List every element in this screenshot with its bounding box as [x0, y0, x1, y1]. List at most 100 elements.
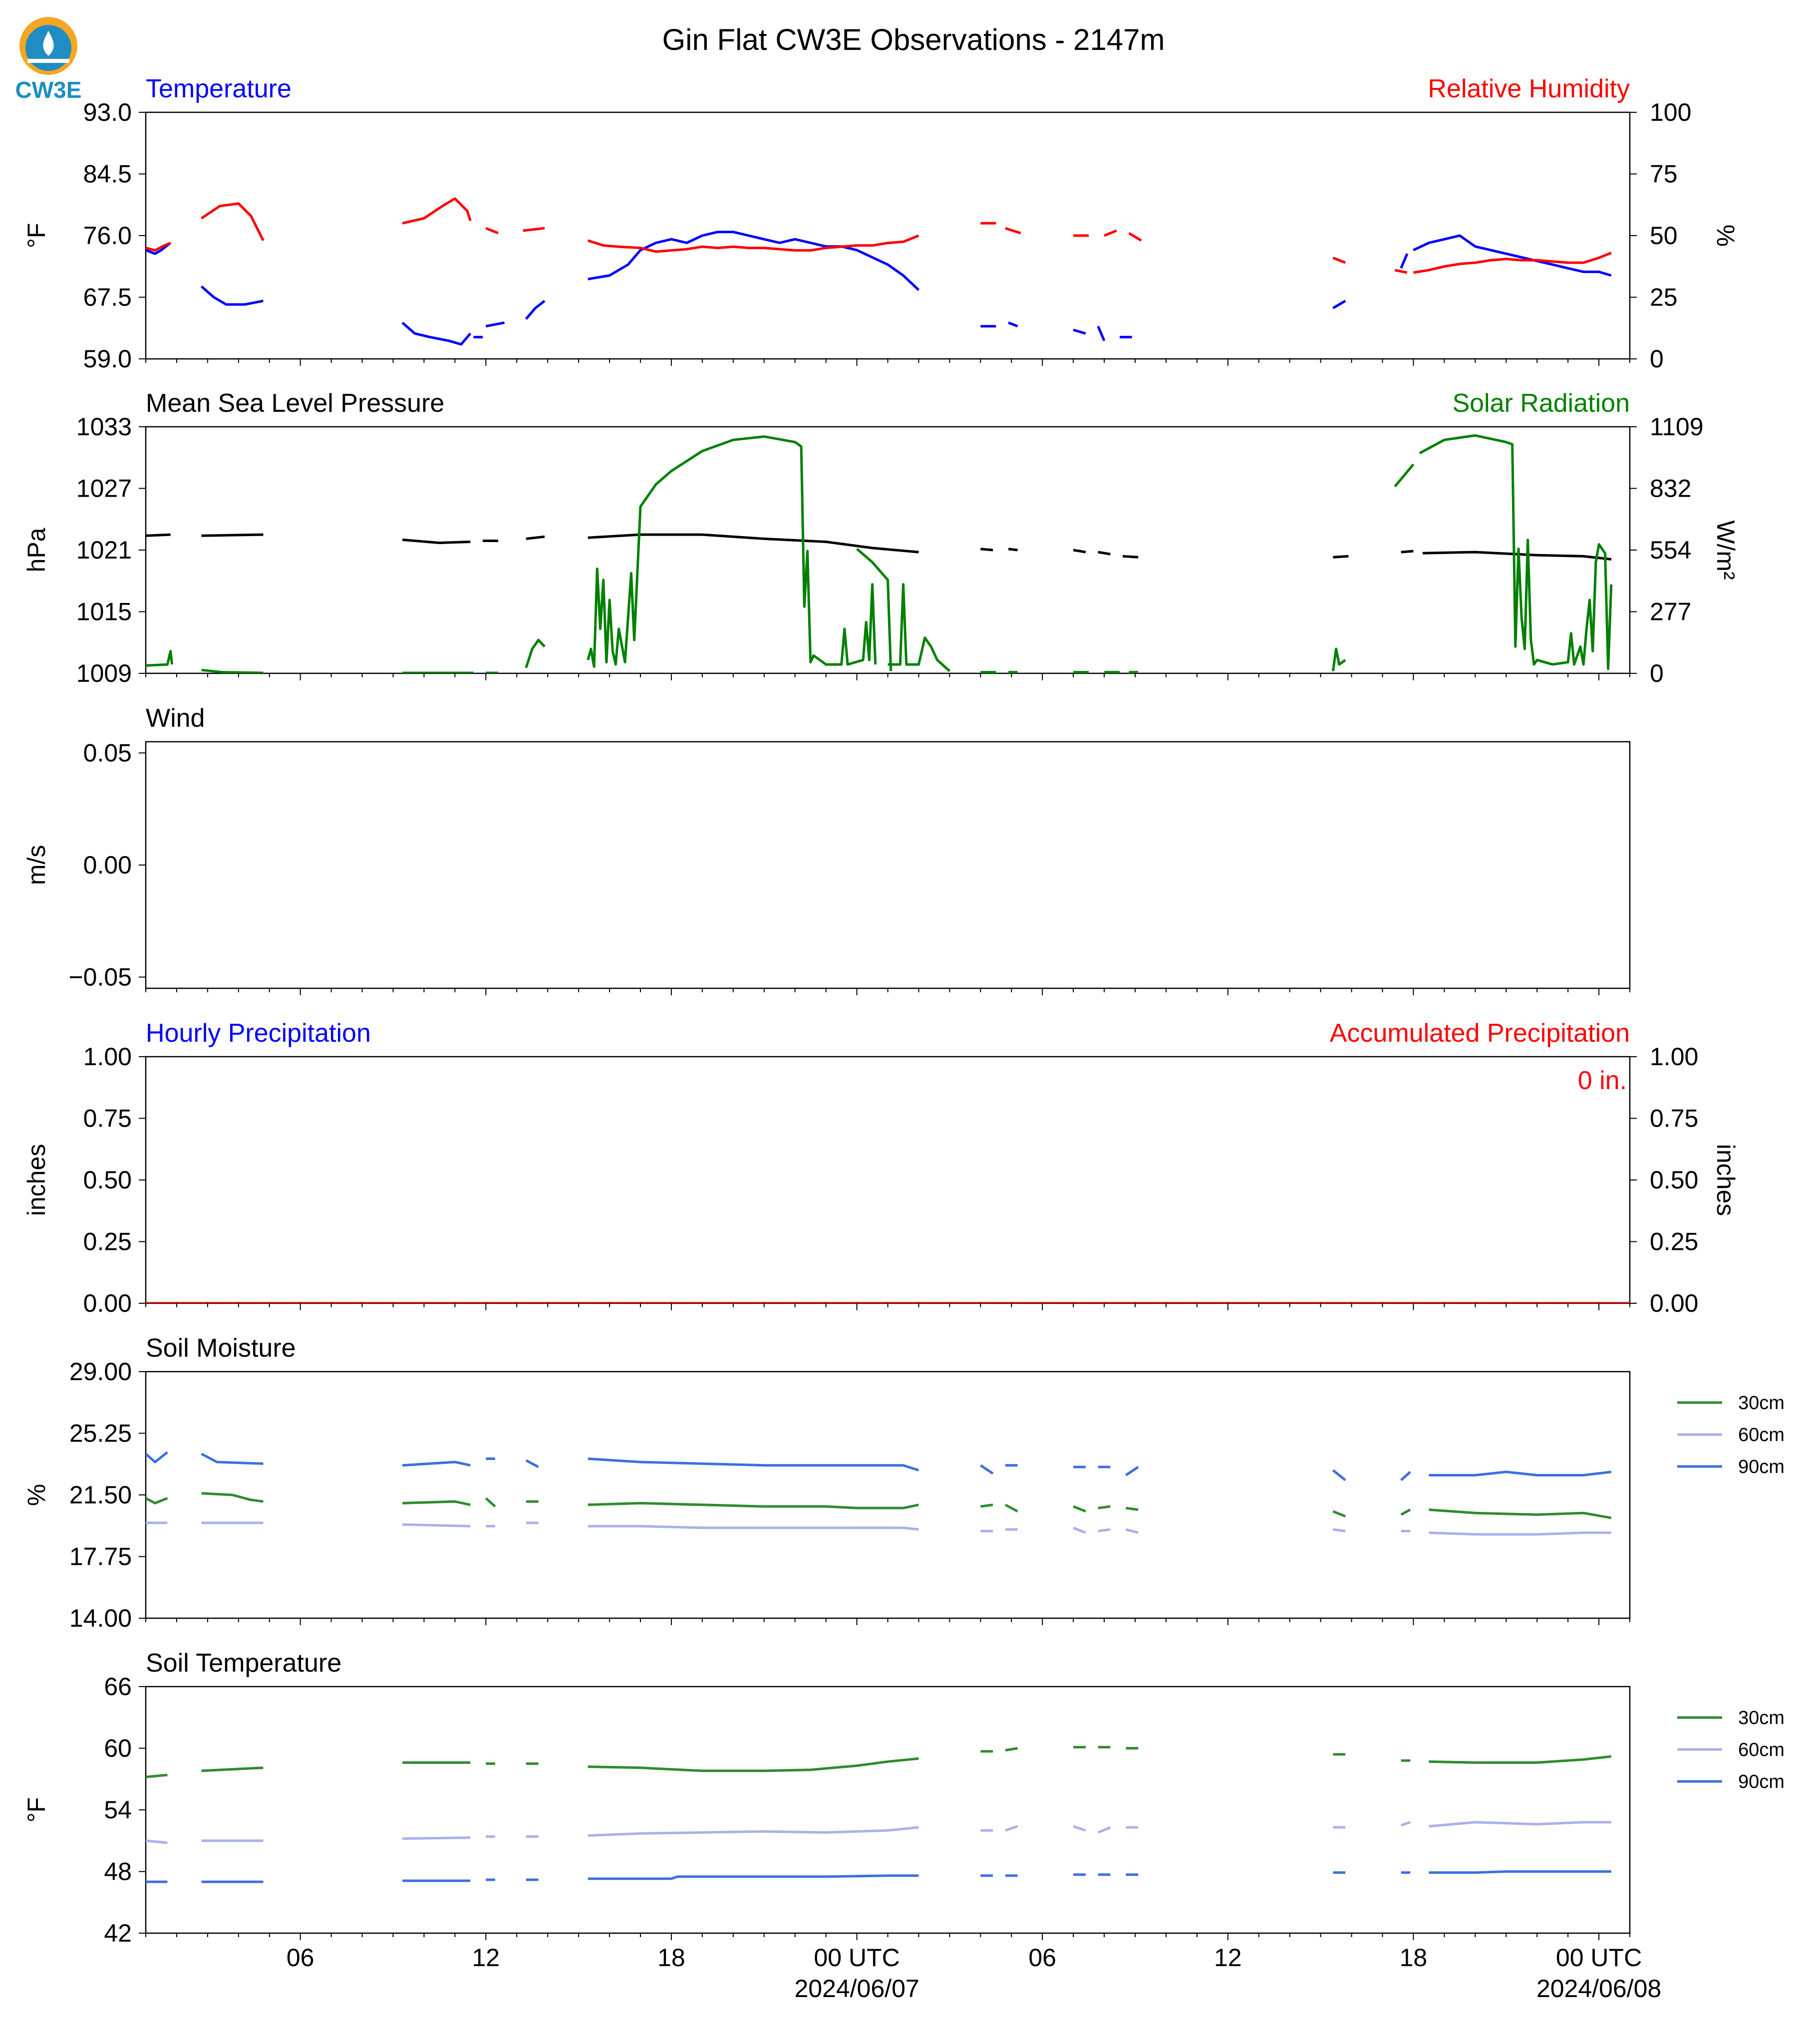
- panel-4: 14.00 17.75 21.50 25.25 29.00% Soil Moisture 3…: [22, 1334, 1785, 1632]
- series-green-segment: [587, 435, 877, 668]
- x-date-label: 2024/06/08: [1536, 1975, 1661, 2003]
- series-60cm-segment: [588, 1525, 919, 1531]
- y-right-tick-label: 1.00: [1650, 1043, 1698, 1071]
- series-60cm-segment: [588, 1826, 919, 1837]
- series-90cm-segment: [588, 1874, 919, 1880]
- series-green-segment: [1419, 434, 1613, 670]
- series-30cm-segment: [1429, 1508, 1612, 1519]
- panel-0: 59.0 67.5 76.0 84.5 93.0 0 25 50 75 100 °F % Tempera…: [22, 74, 1740, 373]
- series-30cm-segment: [1429, 1755, 1612, 1764]
- series-black-segment: [1008, 548, 1018, 552]
- series-blue-segment: [1413, 234, 1612, 277]
- series-30cm-segment: [146, 1773, 168, 1778]
- y-left-tick-label: 93.0: [83, 98, 132, 126]
- series-90cm-segment: [1400, 1471, 1411, 1481]
- series-30cm-segment: [1073, 1505, 1086, 1513]
- y-left-tick-label: 17.75: [69, 1543, 132, 1571]
- y-left-tick-label: 1027: [76, 475, 132, 503]
- series-blue-segment: [1332, 299, 1346, 309]
- series-90cm-segment: [1429, 1470, 1612, 1476]
- y-right-tick-label: 832: [1650, 475, 1691, 503]
- series-green-segment: [888, 583, 951, 672]
- y-left-tick-label: 21.50: [69, 1481, 132, 1509]
- series-60cm-segment: [1073, 1526, 1086, 1534]
- series-black-segment: [526, 535, 545, 540]
- series-black-segment: [1123, 555, 1139, 559]
- series-blue-segment: [485, 321, 505, 328]
- series-green-segment: [201, 668, 264, 673]
- y-left-tick-label: 67.5: [83, 284, 132, 311]
- panels: 59.0 67.5 76.0 84.5 93.0 0 25 50 75 100 °F % Tempera…: [22, 74, 1785, 2003]
- x-tick-label: 12: [472, 1944, 500, 1972]
- x-date-label: 2024/06/07: [794, 1975, 919, 2003]
- y-right-tick-label: 100: [1650, 98, 1691, 126]
- series-60cm-segment: [402, 1523, 471, 1528]
- y-right-tick-label: 50: [1650, 222, 1678, 250]
- y-right-tick-label: 0: [1650, 345, 1664, 373]
- y-right-tick-label: 554: [1650, 536, 1691, 564]
- series-60cm-segment: [1333, 1528, 1346, 1532]
- y-left-tick-label: 60: [104, 1735, 132, 1762]
- panel-title-left: Hourly Precipitation: [146, 1019, 371, 1048]
- legend-label: 60cm: [1738, 1425, 1785, 1446]
- series-60cm-segment: [402, 1836, 471, 1840]
- y-left-tick-label: 54: [104, 1796, 132, 1824]
- series-red-segment: [146, 242, 171, 252]
- y-left-tick-label: 76.0: [83, 222, 132, 250]
- y-right-tick-label: 75: [1650, 160, 1678, 188]
- y-left-tick-label: 1.00: [83, 1043, 132, 1071]
- y-left-tick-label: 1015: [76, 598, 132, 626]
- series-red-segment: [1005, 227, 1021, 235]
- panel-title-left: Soil Moisture: [146, 1334, 296, 1363]
- series-group: [146, 434, 1613, 673]
- x-tick-label: 00 UTC: [1556, 1944, 1642, 1972]
- x-tick-label: 00 UTC: [814, 1944, 900, 1972]
- y-left-tick-label: 0.00: [83, 1289, 132, 1317]
- accumulated-total-label: 0 in.: [1578, 1066, 1627, 1095]
- legend-label: 30cm: [1738, 1393, 1785, 1414]
- series-30cm-segment: [146, 1497, 168, 1504]
- series-blue-segment: [1073, 328, 1086, 335]
- legend: 30cm 60cm 90cm: [1677, 1393, 1785, 1477]
- series-black-segment: [201, 533, 264, 537]
- y-left-tick-label: 42: [104, 1919, 132, 1947]
- y-left-tick-label: 1033: [76, 413, 132, 441]
- series-red-segment: [1332, 257, 1346, 264]
- series-90cm-segment: [525, 1459, 539, 1468]
- series-black-segment: [1098, 551, 1111, 556]
- y-right-tick-label: 0.75: [1650, 1105, 1698, 1133]
- panel-title-right: Relative Humidity: [1428, 74, 1630, 103]
- legend-label: 30cm: [1738, 1708, 1785, 1729]
- series-60cm-segment: [1098, 1528, 1111, 1532]
- series-60cm-segment: [1429, 1821, 1611, 1828]
- series-blue-segment: [1008, 321, 1018, 327]
- y-right-label: W/m²: [1712, 520, 1740, 579]
- series-60cm-segment: [1073, 1825, 1086, 1832]
- y-right-tick-label: 0.50: [1650, 1166, 1698, 1194]
- series-red-segment: [402, 197, 472, 225]
- series-60cm-segment: [1097, 1826, 1111, 1834]
- series-30cm-segment: [201, 1492, 264, 1503]
- panel-5: 42 48 54 60 66 °F Soil Temperature 30cm 60cm 90cm: [22, 1649, 1785, 1947]
- cw3e-logo: CW3E: [15, 17, 81, 103]
- series-30cm-segment: [201, 1766, 264, 1772]
- legend-label: 90cm: [1738, 1771, 1785, 1792]
- y-right-tick-label: 0.25: [1650, 1228, 1698, 1256]
- series-group: [146, 1745, 1612, 1883]
- series-blue-segment: [1097, 325, 1106, 341]
- series-60cm-segment: [1429, 1531, 1611, 1536]
- y-left-label: °F: [22, 1797, 50, 1823]
- series-blue-segment: [1400, 253, 1409, 269]
- y-right-tick-label: 0: [1650, 659, 1664, 687]
- series-60cm-segment: [1400, 1821, 1411, 1827]
- y-left-tick-label: 25.25: [69, 1420, 132, 1448]
- y-left-tick-label: −0.05: [68, 963, 132, 991]
- panel-title-left: Wind: [146, 704, 205, 733]
- series-blue-segment: [200, 285, 264, 306]
- y-left-tick-label: 1021: [76, 536, 132, 564]
- series-90cm-segment: [1125, 1465, 1139, 1476]
- panel-2: −0.05 0.00 0.05 m/s Wind: [22, 704, 1631, 995]
- y-left-tick-label: 0.00: [83, 851, 132, 879]
